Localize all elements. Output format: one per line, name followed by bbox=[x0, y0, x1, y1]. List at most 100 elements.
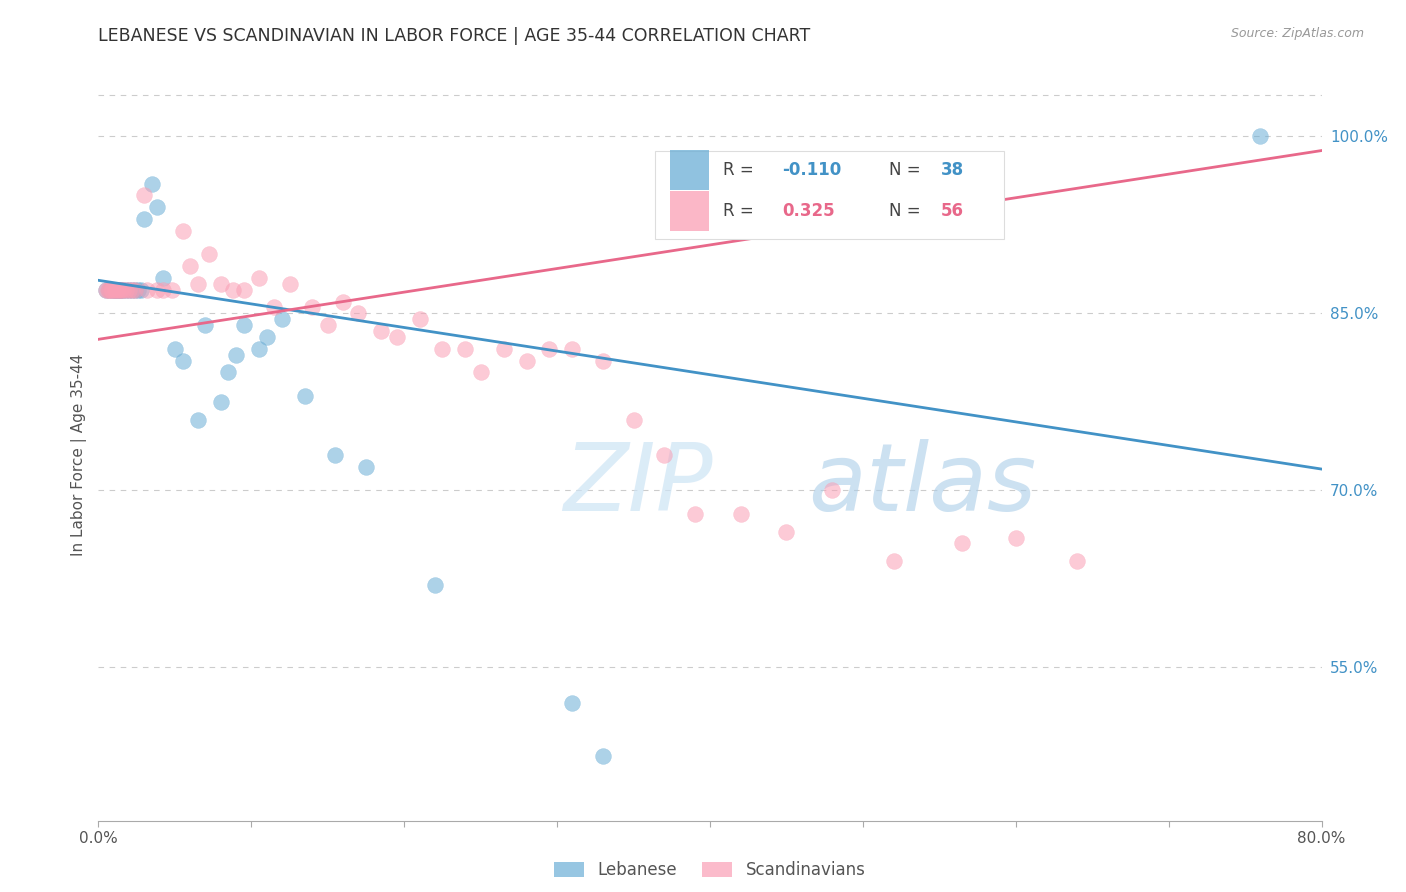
Point bbox=[118, 283, 141, 297]
Point bbox=[124, 283, 146, 297]
Point bbox=[107, 283, 129, 297]
Point bbox=[347, 306, 370, 320]
Point bbox=[98, 283, 121, 297]
Point bbox=[172, 224, 194, 238]
Point bbox=[108, 283, 131, 297]
Point bbox=[432, 342, 454, 356]
Text: LEBANESE VS SCANDINAVIAN IN LABOR FORCE | AGE 35-44 CORRELATION CHART: LEBANESE VS SCANDINAVIAN IN LABOR FORCE … bbox=[98, 27, 811, 45]
Point bbox=[104, 283, 127, 297]
Point bbox=[217, 365, 239, 379]
Point bbox=[256, 330, 278, 344]
Point bbox=[118, 283, 141, 297]
Point bbox=[883, 554, 905, 568]
Point bbox=[134, 211, 156, 226]
Text: 56: 56 bbox=[941, 202, 965, 220]
Point bbox=[111, 283, 134, 297]
Point bbox=[270, 312, 292, 326]
Point bbox=[232, 283, 254, 297]
Point bbox=[561, 342, 583, 356]
Point bbox=[325, 448, 347, 462]
Point bbox=[127, 283, 149, 297]
Point bbox=[1249, 129, 1271, 144]
Point bbox=[94, 283, 117, 297]
Point bbox=[134, 188, 156, 202]
Point bbox=[209, 394, 232, 409]
Point bbox=[110, 283, 132, 297]
Point bbox=[775, 524, 797, 539]
Point bbox=[683, 507, 706, 521]
Point bbox=[110, 283, 132, 297]
Point bbox=[121, 283, 143, 297]
Point bbox=[108, 283, 131, 297]
Point bbox=[492, 342, 515, 356]
Point bbox=[179, 259, 201, 273]
Point bbox=[136, 283, 159, 297]
Point bbox=[103, 283, 125, 297]
Point bbox=[385, 330, 408, 344]
Point bbox=[98, 283, 121, 297]
Point bbox=[187, 277, 209, 291]
Point bbox=[209, 277, 232, 291]
Point bbox=[197, 247, 219, 261]
Point bbox=[301, 301, 323, 315]
Point bbox=[821, 483, 844, 498]
Point bbox=[124, 283, 146, 297]
Point bbox=[232, 318, 254, 333]
Point bbox=[454, 342, 477, 356]
Point bbox=[194, 318, 217, 333]
Point bbox=[470, 365, 492, 379]
Point bbox=[623, 412, 645, 426]
Point bbox=[408, 312, 430, 326]
Point bbox=[101, 283, 124, 297]
Point bbox=[423, 577, 446, 591]
Point bbox=[160, 283, 183, 297]
Point bbox=[370, 324, 392, 338]
Point bbox=[105, 283, 128, 297]
Point bbox=[263, 301, 285, 315]
FancyBboxPatch shape bbox=[655, 152, 1004, 239]
Point bbox=[172, 353, 194, 368]
Point bbox=[152, 271, 174, 285]
Point bbox=[222, 283, 245, 297]
Point bbox=[103, 283, 125, 297]
Point bbox=[1004, 531, 1026, 545]
Point bbox=[294, 389, 316, 403]
Bar bbox=[669, 150, 709, 190]
Point bbox=[94, 283, 117, 297]
Point bbox=[101, 283, 124, 297]
Point bbox=[278, 277, 301, 291]
Point bbox=[187, 412, 209, 426]
Point bbox=[145, 283, 167, 297]
Point bbox=[115, 283, 138, 297]
Point bbox=[145, 200, 167, 214]
Point bbox=[247, 342, 270, 356]
Point bbox=[115, 283, 138, 297]
Y-axis label: In Labor Force | Age 35-44: In Labor Force | Age 35-44 bbox=[72, 354, 87, 556]
Text: 0.325: 0.325 bbox=[782, 202, 835, 220]
Point bbox=[730, 507, 752, 521]
Point bbox=[163, 342, 186, 356]
Text: N =: N = bbox=[889, 161, 925, 178]
Text: N =: N = bbox=[889, 202, 925, 220]
Point bbox=[107, 283, 129, 297]
Text: 38: 38 bbox=[941, 161, 965, 178]
Bar bbox=[669, 191, 709, 231]
Legend: Lebanese, Scandinavians: Lebanese, Scandinavians bbox=[548, 855, 872, 886]
Text: -0.110: -0.110 bbox=[782, 161, 841, 178]
Point bbox=[354, 459, 377, 474]
Point bbox=[332, 294, 354, 309]
Point bbox=[1066, 554, 1088, 568]
Point bbox=[652, 448, 675, 462]
Text: Source: ZipAtlas.com: Source: ZipAtlas.com bbox=[1230, 27, 1364, 40]
Point bbox=[225, 348, 247, 362]
Point bbox=[516, 353, 538, 368]
Point bbox=[105, 283, 128, 297]
Point bbox=[592, 748, 614, 763]
Point bbox=[950, 536, 973, 550]
Point bbox=[100, 283, 122, 297]
Point bbox=[561, 696, 583, 710]
Point bbox=[316, 318, 339, 333]
Text: atlas: atlas bbox=[808, 439, 1036, 530]
Point bbox=[121, 283, 143, 297]
Text: ZIP: ZIP bbox=[564, 439, 713, 530]
